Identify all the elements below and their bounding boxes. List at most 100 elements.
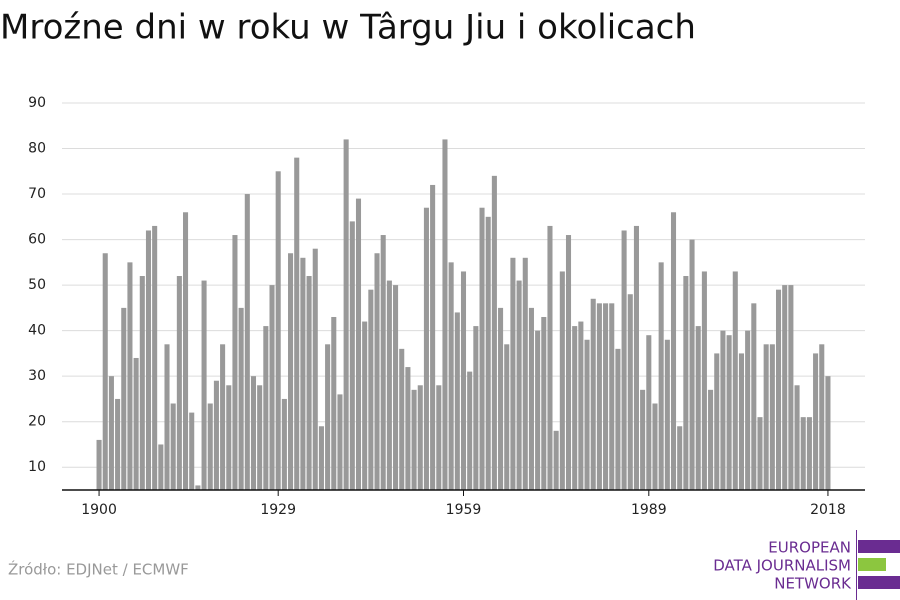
bar	[158, 444, 164, 490]
bar	[498, 307, 504, 490]
bar	[405, 367, 411, 490]
x-tick-label: 1900	[81, 502, 117, 518]
bar	[646, 335, 652, 490]
logo-text: DATA JOURNALISM	[713, 557, 851, 575]
bar	[362, 321, 368, 490]
bar	[442, 139, 448, 490]
bar	[448, 262, 454, 490]
bar	[417, 385, 423, 490]
bar	[250, 376, 257, 490]
bar	[183, 212, 189, 491]
bar	[300, 257, 306, 490]
bar	[380, 235, 386, 490]
bar	[145, 230, 152, 490]
bar	[189, 412, 195, 490]
bar	[825, 376, 831, 490]
bar	[386, 280, 392, 490]
bar	[393, 285, 399, 490]
logo-text: EUROPEAN	[768, 539, 851, 557]
bar	[491, 175, 497, 491]
bar	[584, 339, 590, 490]
bar	[695, 326, 701, 490]
y-tick-label: 20	[28, 414, 46, 430]
bar	[670, 212, 677, 491]
bar	[559, 271, 565, 490]
bar	[275, 171, 281, 490]
bar	[139, 276, 145, 490]
bar	[467, 371, 473, 490]
bar	[535, 330, 541, 490]
bar	[269, 285, 275, 490]
bar	[683, 276, 689, 490]
bar	[621, 230, 627, 490]
bar	[349, 221, 355, 490]
bar	[788, 285, 794, 490]
bar	[343, 139, 349, 490]
bar	[244, 194, 250, 490]
bar	[596, 303, 602, 490]
bar	[806, 417, 812, 490]
bar	[232, 235, 238, 490]
bar	[553, 430, 559, 490]
bar	[547, 225, 553, 490]
y-tick-label: 60	[28, 232, 46, 248]
bar	[226, 385, 232, 490]
bar	[708, 389, 714, 490]
bar	[430, 184, 436, 490]
y-tick-label: 40	[28, 323, 46, 339]
bar	[689, 239, 695, 490]
bar	[701, 271, 707, 490]
bar	[238, 307, 244, 490]
bar	[108, 376, 114, 490]
bar	[152, 225, 158, 490]
bar	[281, 398, 287, 490]
bar	[220, 344, 226, 490]
bar	[399, 348, 405, 490]
y-tick-label: 80	[28, 141, 46, 157]
y-tick-label: 10	[28, 459, 46, 475]
bar	[195, 485, 201, 490]
bar	[485, 216, 491, 490]
bar	[127, 262, 133, 490]
logo-text: NETWORK	[774, 575, 852, 593]
bar	[207, 403, 213, 490]
bar	[516, 280, 522, 490]
x-tick-label: 1929	[260, 502, 296, 518]
bar	[176, 276, 182, 490]
bar	[813, 353, 819, 490]
bar	[738, 353, 744, 490]
bar	[565, 235, 572, 490]
bar	[782, 285, 788, 490]
bar	[769, 344, 775, 490]
bar	[640, 389, 646, 490]
bar	[652, 403, 658, 490]
bar	[133, 357, 139, 490]
bar	[288, 253, 294, 490]
bar	[306, 276, 312, 490]
bar	[775, 289, 782, 490]
bar	[263, 326, 269, 490]
bar	[423, 207, 429, 490]
bar	[368, 289, 374, 490]
bar	[522, 257, 528, 490]
logo-bar	[858, 576, 900, 589]
bar	[603, 303, 609, 490]
bar	[355, 198, 362, 491]
y-tick-label: 90	[28, 95, 46, 111]
bar	[294, 157, 300, 490]
bar	[312, 248, 318, 490]
bar	[714, 353, 720, 490]
bar	[460, 271, 467, 490]
bar	[479, 207, 485, 490]
bar	[331, 316, 337, 490]
logo: EUROPEAN DATA JOURNALISM NETWORK	[713, 530, 900, 600]
bar	[213, 380, 219, 490]
bar	[454, 312, 460, 490]
bar	[170, 403, 176, 490]
bar	[504, 344, 510, 490]
bar	[201, 280, 207, 490]
logo-bar	[858, 558, 886, 571]
bar	[578, 321, 584, 490]
bar	[473, 326, 479, 490]
bar	[528, 307, 534, 490]
